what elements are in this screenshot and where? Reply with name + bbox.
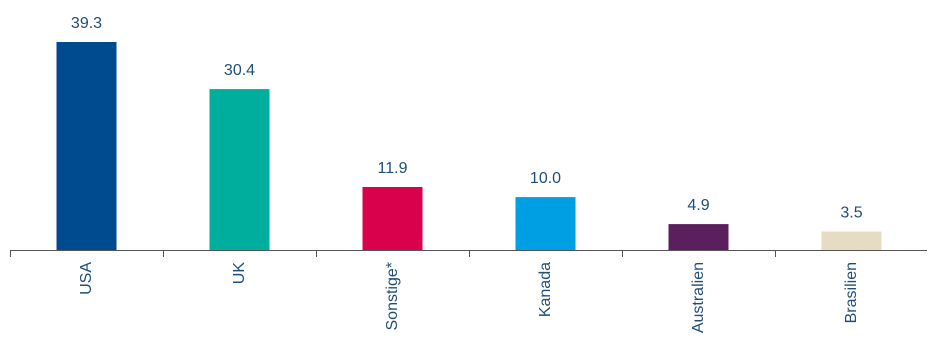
bar-uk — [209, 89, 270, 250]
bar-value-label: 10.0 — [530, 170, 561, 187]
category-label: Sonstige* — [384, 262, 401, 331]
bars-group — [56, 42, 882, 250]
bar-value-label: 11.9 — [378, 160, 408, 177]
category-label: USA — [78, 262, 95, 295]
bar-brasilien — [821, 231, 882, 250]
bar-value-label: 39.3 — [71, 15, 102, 32]
category-label: Kanada — [537, 262, 554, 317]
category-label: Brasilien — [843, 262, 860, 323]
bar-value-label: 3.5 — [840, 205, 862, 222]
x-axis-ticks — [10, 250, 776, 257]
bar-value-label: 4.9 — [687, 197, 709, 214]
category-labels-group: USA UK Sonstige* Kanada Australien Brasilien — [78, 262, 860, 333]
category-label: UK — [231, 262, 248, 285]
category-label: Australien — [690, 262, 707, 333]
bar-kanada — [515, 197, 576, 250]
bar-value-label: 30.4 — [224, 62, 255, 79]
bar-sonstige — [362, 187, 423, 250]
value-labels-group: 39.3 30.4 11.9 10.0 4.9 3.5 — [71, 15, 863, 222]
bar-australien — [668, 224, 729, 250]
bar-usa — [56, 42, 117, 250]
